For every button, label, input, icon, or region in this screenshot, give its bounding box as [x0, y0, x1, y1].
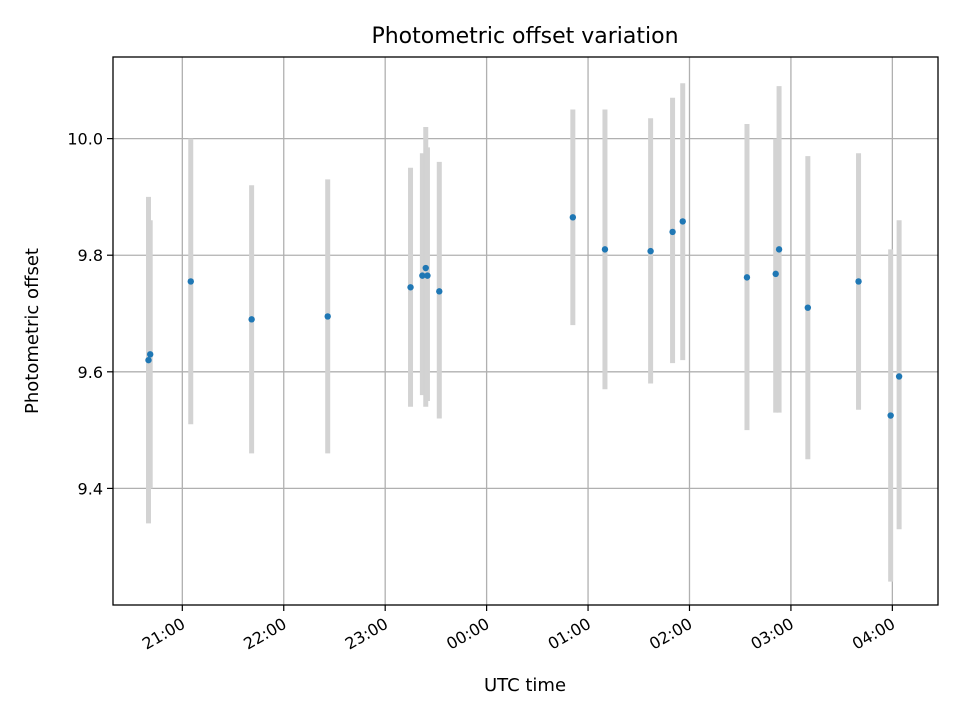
- data-point: [669, 228, 676, 236]
- data-point: [804, 304, 812, 311]
- data-point: [187, 278, 194, 285]
- data-point: [743, 274, 751, 281]
- data-point: [679, 218, 686, 225]
- y-axis-ticks: 9.4 9.6 9.8 10.0: [67, 130, 113, 498]
- data-point: [324, 313, 331, 320]
- data-point: [424, 272, 431, 279]
- data-point: [422, 264, 429, 272]
- data-point: [647, 247, 654, 255]
- data-point: [419, 272, 426, 279]
- data-point: [887, 412, 894, 419]
- y-axis-label: Photometric offset: [22, 248, 43, 414]
- data-point: [775, 246, 783, 253]
- x-axis-label: UTC time: [484, 675, 566, 696]
- data-point: [895, 373, 903, 380]
- data-points: [145, 214, 903, 419]
- data-point: [601, 246, 609, 253]
- plot-frame: [112, 56, 939, 606]
- data-point: [436, 288, 443, 295]
- data-point: [772, 270, 779, 278]
- data-point: [145, 356, 152, 364]
- y-tick-label: 10.0: [67, 130, 103, 149]
- data-point: [569, 214, 577, 221]
- data-point: [146, 351, 154, 358]
- data-point: [248, 316, 255, 323]
- chart-title: Photometric offset variation: [371, 24, 678, 49]
- y-tick-label: 9.8: [78, 246, 103, 265]
- data-point: [855, 278, 862, 285]
- y-tick-label: 9.4: [78, 479, 103, 498]
- data-point: [407, 284, 414, 291]
- y-tick-label: 9.6: [78, 363, 103, 382]
